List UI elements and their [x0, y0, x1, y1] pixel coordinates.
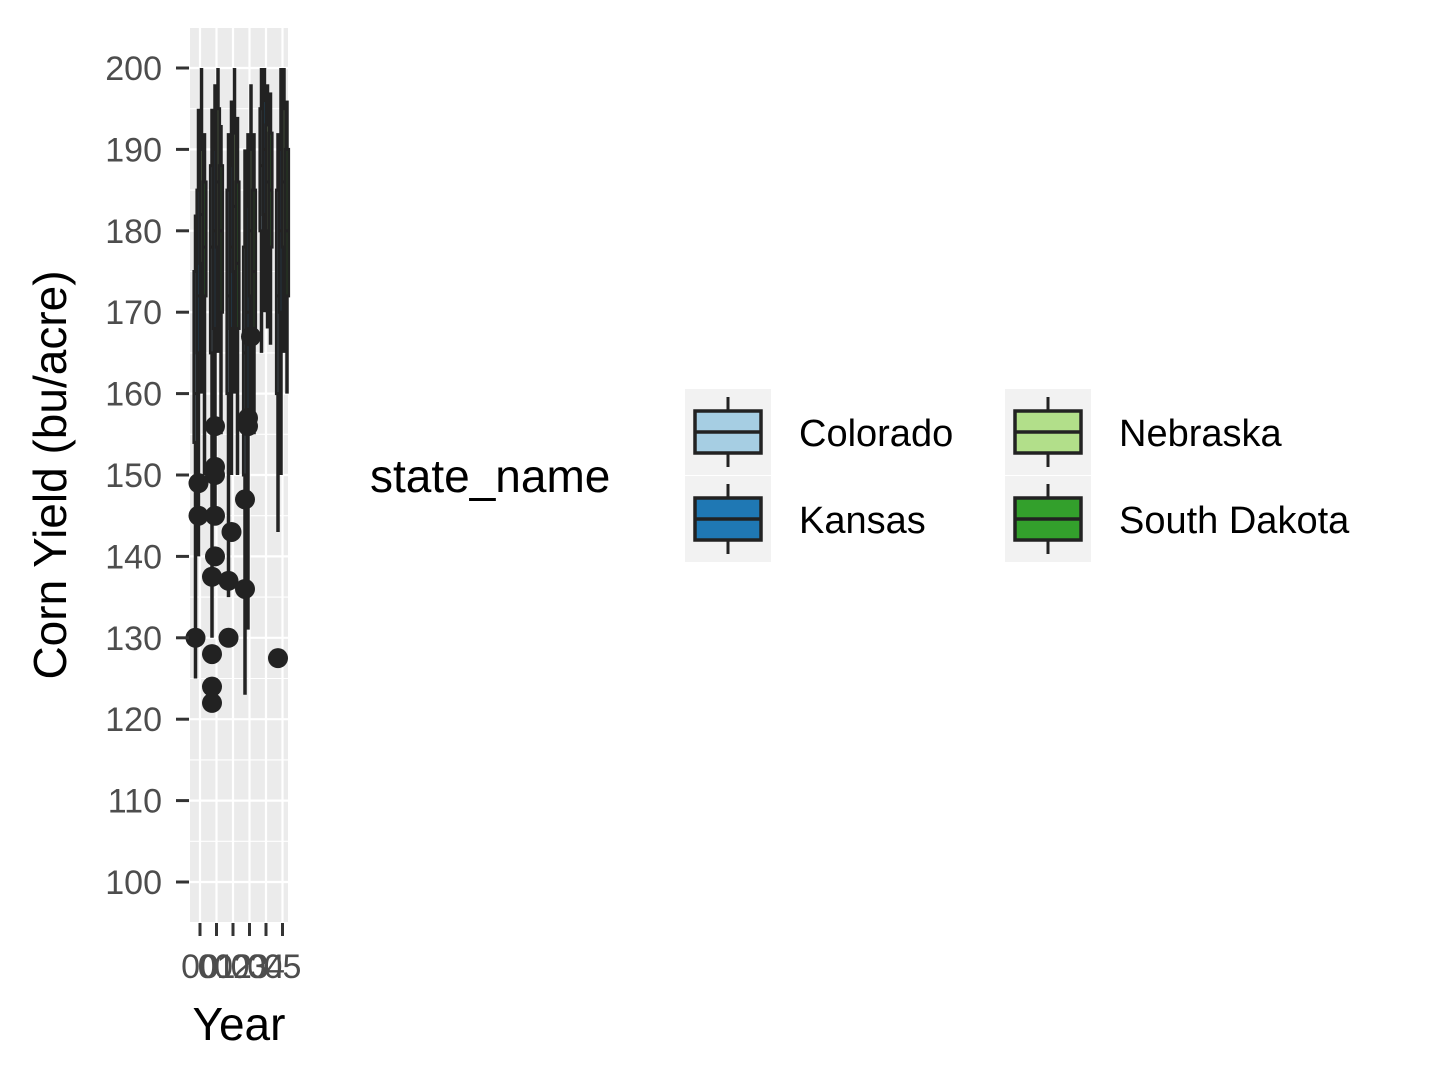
outlier-point — [205, 505, 225, 526]
boxplot — [250, 133, 258, 435]
outlier-point — [205, 465, 225, 485]
y-tick-label: 200 — [105, 50, 162, 88]
outlier-point — [202, 692, 222, 713]
boxplot — [217, 124, 225, 435]
y-tick-label: 140 — [105, 538, 162, 576]
y-tick-label: 160 — [105, 376, 162, 414]
y-tick-label: 110 — [108, 783, 162, 821]
legend-item: Nebraska — [1005, 389, 1282, 475]
boxplot — [267, 92, 274, 345]
outlier-point — [188, 473, 209, 494]
outlier-point — [202, 676, 222, 697]
x-axis-title: Year — [193, 998, 286, 1050]
legend-label: Colorado — [799, 413, 953, 455]
x-tick-label: 05 — [264, 948, 302, 986]
x-tick-label: 02 — [214, 948, 252, 986]
legend-label: South Dakota — [1119, 500, 1350, 542]
y-tick-label: 130 — [105, 620, 162, 658]
outlier-point — [185, 627, 206, 648]
y-tick-label: 170 — [105, 294, 162, 332]
legend-item: Colorado — [685, 389, 953, 475]
y-tick-label: 120 — [105, 701, 162, 739]
outlier-point — [235, 489, 255, 510]
outlier-point — [218, 627, 239, 648]
boxplot — [202, 108, 222, 713]
box-body — [234, 180, 241, 330]
box-body — [201, 180, 208, 298]
y-axis: 100 110 120 130 140 150 160 170 180 190 200 — [105, 50, 189, 902]
box-body — [283, 147, 291, 298]
legend-title: state_name — [370, 450, 610, 502]
outlier-point — [241, 326, 261, 347]
outlier-point — [188, 505, 209, 526]
y-tick-label: 100 — [105, 864, 162, 902]
outlier-point — [221, 521, 242, 542]
outlier-point — [218, 570, 239, 591]
y-axis-title: Corn Yield (bu/acre) — [24, 270, 76, 679]
boxplot — [283, 100, 291, 394]
legend-label: Kansas — [799, 500, 926, 542]
box-body — [217, 164, 225, 314]
legend: Colorado Kansas Nebraska South Dakota — [685, 389, 1350, 562]
boxplot — [201, 133, 208, 475]
x-tick-label: 04 — [247, 948, 285, 986]
outlier-point — [202, 644, 222, 665]
boxplot — [234, 116, 241, 475]
x-tick-label: 00 — [181, 948, 219, 986]
y-tick-label: 150 — [105, 457, 162, 495]
y-tick-label: 180 — [105, 213, 162, 251]
outlier-point — [235, 578, 255, 599]
outlier-point — [202, 566, 222, 587]
outlier-point — [268, 648, 288, 669]
box-body — [250, 188, 258, 330]
legend-item: Kansas — [685, 476, 926, 562]
x-tick-label: 01 — [198, 948, 236, 986]
x-tick-label: 03 — [231, 948, 269, 986]
legend-label: Nebraska — [1119, 413, 1282, 455]
y-tick-label: 190 — [105, 131, 162, 169]
legend-item: South Dakota — [1005, 476, 1350, 562]
boxplot-marks — [185, 68, 291, 713]
outlier-point — [205, 546, 225, 567]
